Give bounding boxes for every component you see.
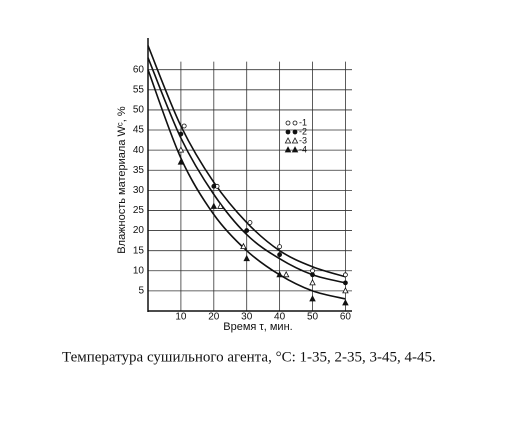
point (243, 254, 250, 262)
point (343, 280, 348, 286)
fit-curve (147, 45, 346, 278)
caption: Температура сушильного агента, °C: 1-35,… (62, 349, 436, 365)
legend-marker (292, 129, 298, 135)
y-tick-label: 60 (133, 64, 145, 75)
point (342, 287, 349, 294)
point (244, 228, 250, 233)
x-tick-label: 30 (241, 312, 253, 323)
point (211, 183, 217, 189)
legend-marker (285, 120, 291, 126)
point (177, 146, 185, 153)
legend-marker (291, 137, 299, 144)
y-tick-label: 40 (133, 145, 145, 156)
y-tick-label: 30 (133, 185, 145, 196)
point (177, 158, 185, 165)
legend-marker (292, 120, 298, 126)
y-tick-label: 5 (138, 286, 144, 297)
point (178, 131, 184, 137)
y-tick-label: 25 (133, 205, 145, 216)
point (342, 299, 349, 306)
legend-marker (284, 146, 292, 153)
y-tick-label: 55 (133, 84, 145, 95)
point (310, 272, 315, 278)
point (277, 252, 283, 258)
x-axis-label: Время τ, мин. (223, 321, 292, 333)
y-tick-label: 50 (133, 105, 145, 116)
point (309, 278, 316, 286)
x-tick-label: 20 (208, 312, 220, 323)
legend-label: -3 (299, 135, 307, 145)
legend-label: -4 (299, 144, 307, 154)
x-tick-label: 60 (340, 312, 352, 323)
legend-marker (284, 137, 292, 144)
y-tick-label: 45 (133, 125, 145, 136)
point (282, 270, 290, 278)
y-tick-label: 15 (133, 245, 145, 256)
x-tick-label: 10 (175, 312, 187, 323)
legend-marker (285, 129, 291, 135)
legend-label: -2 (299, 126, 307, 136)
point (181, 123, 187, 129)
point (240, 242, 247, 250)
x-tick-label: 50 (307, 312, 319, 323)
y-tick-label: 20 (133, 225, 145, 236)
point (343, 272, 348, 278)
y-axis-label: Влажность материала Wᶜ, % (116, 106, 128, 254)
point (277, 244, 283, 250)
point (210, 202, 218, 209)
legend-marker (291, 146, 299, 153)
point (247, 220, 253, 225)
y-tick-label: 10 (133, 265, 145, 276)
point (276, 270, 283, 278)
point (217, 202, 224, 209)
x-tick-label: 40 (274, 312, 286, 323)
point (309, 295, 316, 302)
point (310, 268, 315, 274)
y-tick-label: 35 (133, 165, 145, 176)
legend-label: -1 (299, 117, 307, 127)
